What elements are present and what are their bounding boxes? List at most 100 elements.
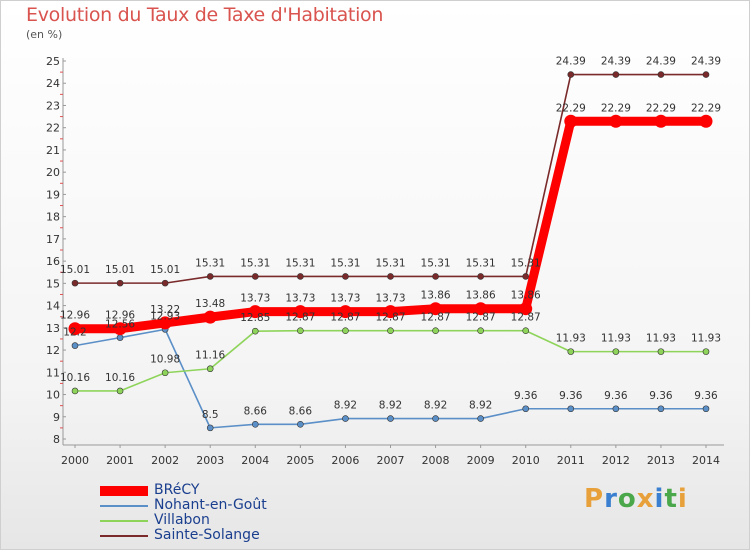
data-point (612, 71, 620, 78)
data-label: 8.92 (424, 400, 447, 412)
data-label: 13.22 (150, 304, 180, 316)
data-point (429, 302, 443, 316)
data-label: 10.16 (105, 372, 135, 384)
logo-letter: P (584, 484, 605, 514)
legend-item: Nohant-en-Goût (100, 498, 267, 513)
data-point (206, 273, 214, 280)
data-label: 12.87 (421, 312, 451, 324)
brand-logo: Proxiti (584, 484, 688, 514)
data-point (206, 365, 214, 373)
data-point (387, 273, 394, 280)
data-label: 13.86 (421, 290, 451, 302)
data-point (161, 279, 169, 287)
x-tick-label: 2014 (692, 454, 720, 467)
legend-label: Villabon (154, 512, 210, 528)
data-label: 8.92 (334, 400, 357, 412)
data-label: 12.87 (330, 312, 360, 324)
logo-letter: x (636, 484, 655, 514)
data-point (342, 327, 349, 335)
x-tick-label: 2005 (286, 454, 314, 467)
y-tick-label: 21 (46, 144, 60, 157)
data-label: 15.31 (285, 257, 315, 269)
x-tick-label: 2002 (151, 454, 179, 467)
data-point (116, 334, 124, 341)
data-point (251, 327, 259, 335)
data-point (432, 415, 439, 422)
data-label: 8.66 (289, 405, 313, 417)
data-point (477, 273, 484, 280)
data-label: 9.36 (649, 390, 673, 402)
data-label: 9.36 (514, 390, 538, 402)
data-point (612, 405, 620, 413)
logo-letter: i (677, 484, 688, 514)
data-label: 12.87 (511, 312, 541, 324)
data-point (293, 305, 307, 319)
x-tick-label: 2003 (196, 454, 224, 467)
data-point (248, 305, 262, 319)
y-tick-label: 11 (46, 366, 60, 379)
data-point (522, 327, 530, 335)
data-point (477, 415, 484, 422)
data-label: 8.92 (379, 400, 402, 412)
y-tick-label: 13 (46, 322, 60, 335)
x-tick-label: 2013 (647, 454, 675, 467)
data-label: 12.56 (105, 319, 135, 331)
data-label: 9.36 (694, 390, 718, 402)
data-point (251, 273, 259, 280)
y-tick-label: 24 (46, 77, 60, 90)
y-tick-label: 14 (46, 300, 60, 313)
data-label: 12.2 (63, 327, 86, 339)
x-tick-label: 2011 (557, 454, 585, 467)
data-label: 15.31 (375, 257, 405, 269)
data-label: 11.93 (646, 333, 676, 345)
legend-item: Sainte-Solange (100, 528, 267, 543)
data-label: 22.29 (556, 102, 586, 114)
data-point (158, 316, 172, 330)
data-label: 13.86 (466, 290, 496, 302)
data-point (432, 273, 439, 280)
data-label: 24.39 (691, 56, 721, 68)
x-tick-label: 2000 (61, 454, 89, 467)
data-point (657, 348, 665, 355)
data-point (609, 114, 623, 128)
data-point (567, 405, 575, 413)
x-tick-label: 2008 (422, 454, 450, 467)
data-point (702, 348, 710, 355)
data-label: 22.29 (646, 102, 676, 114)
data-label: 12.87 (375, 312, 405, 324)
data-point (474, 302, 488, 316)
data-point (657, 405, 665, 413)
data-point (71, 342, 79, 349)
data-label: 10.98 (150, 354, 180, 366)
logo-letter: i (654, 484, 665, 514)
y-tick-label: 15 (46, 277, 60, 290)
y-tick-label: 25 (46, 55, 60, 68)
y-tick-label: 10 (46, 389, 60, 402)
data-label: 8.92 (469, 400, 492, 412)
legend-item: Villabon (100, 513, 267, 528)
data-label: 12.96 (60, 310, 90, 322)
y-tick-label: 22 (46, 122, 60, 135)
legend-swatch (100, 534, 148, 537)
data-label: 10.16 (60, 372, 90, 384)
legend-swatch (100, 485, 148, 496)
logo-letter: r (604, 484, 618, 514)
x-tick-label: 2004 (241, 454, 269, 467)
data-point (297, 273, 304, 280)
chart-title: Evolution du Taux de Taxe d'Habitation (26, 4, 384, 26)
data-point (567, 348, 575, 355)
data-point (567, 71, 575, 78)
x-tick-label: 2006 (331, 454, 359, 467)
legend-label: Nohant-en-Goût (154, 497, 267, 513)
data-label: 15.01 (150, 264, 180, 276)
data-label: 13.86 (511, 290, 541, 302)
data-label: 9.36 (604, 390, 628, 402)
data-label: 12.85 (240, 312, 270, 324)
data-label: 9.36 (559, 390, 583, 402)
data-label: 15.31 (330, 257, 360, 269)
data-point (206, 424, 214, 432)
data-label: 22.29 (691, 102, 721, 114)
data-point (522, 405, 530, 413)
data-label: 15.31 (466, 257, 496, 269)
